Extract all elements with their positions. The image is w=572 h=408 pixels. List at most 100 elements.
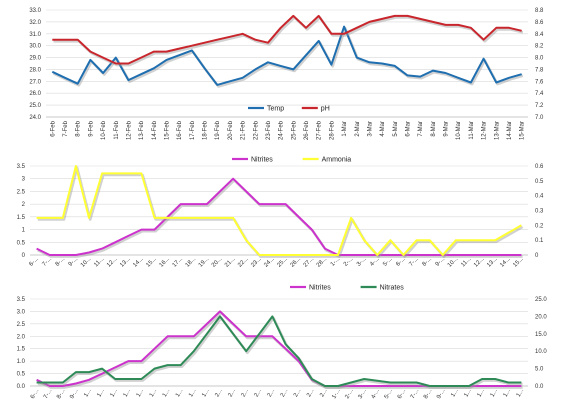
x-tick-label: 1...	[201, 388, 211, 399]
x-tick-label: 18...	[185, 256, 198, 269]
x-tick-label: 2...	[214, 388, 224, 399]
x-tick-label: 4-...	[371, 388, 382, 400]
y-right-tick-label: 0.5	[535, 179, 544, 185]
x-tick-label: 10...	[80, 256, 93, 269]
x-tick-label: 17...	[172, 256, 185, 269]
x-tick-label: 1...	[503, 388, 513, 399]
series-temp	[51, 25, 524, 88]
x-tick-label: 14...	[132, 256, 145, 269]
x-tick-label: 27-Feb	[317, 120, 323, 140]
y-left-tick-label: 2	[22, 202, 26, 208]
x-tick-label: 2-...	[344, 388, 355, 400]
chart-svg-2: 0 0.5 1 1.5 2 2.5 3 3.5 0 0.1 0.2 0.3 0.4 0.5 0.6 6-...…	[17, 157, 544, 269]
x-tick-labels: 6-... 7-... 8-... 9-... 1... 1... 1... 1... 1...…	[30, 388, 525, 400]
y-left-tick-label: 29.0	[29, 56, 41, 62]
x-tick-label: 8-...	[423, 388, 434, 400]
x-tick-label: 2...	[227, 388, 237, 399]
x-tick-label: 3-...	[356, 256, 368, 268]
x-tick-label: 5-...	[382, 256, 394, 268]
y-right-tick-label: 0	[535, 253, 539, 259]
x-tick-label: 23-Feb	[266, 120, 272, 140]
y-right-tick-label: 7.6	[535, 79, 544, 85]
y-right-tick-label: 0.3	[535, 209, 544, 215]
x-tick-label: 1...	[110, 388, 120, 399]
x-tick-label: 6-...	[395, 256, 407, 268]
x-tick-label: 2...	[254, 388, 264, 399]
x-tick-label: 22-Feb	[253, 120, 259, 140]
y-left-tick-labels: 24.0 25.0 26.0 27.0 28.0 29.0 30.0 31.0 32.0 33.0	[29, 8, 41, 121]
y-right-tick-label: 0.4	[535, 194, 544, 200]
y-right-tick-label: 0.1	[535, 238, 544, 244]
series-line	[36, 177, 522, 256]
y-right-tick-label: 7.2	[535, 103, 544, 109]
x-tick-label: 16-Feb	[177, 120, 183, 140]
x-tick-label: 7-Feb	[63, 120, 69, 136]
y-right-tick-label: 25.0	[535, 297, 547, 303]
y-right-tick-label: 8.8	[535, 8, 544, 14]
x-tick-label: 4-Mar	[380, 121, 386, 137]
x-tick-label: 7-...	[43, 388, 54, 400]
series-line	[36, 315, 522, 387]
series-shadow	[52, 26, 524, 88]
x-tick-label: 12-Feb	[126, 120, 132, 140]
x-tick-label: 17-Feb	[190, 120, 196, 140]
y-left-tick-label: 25.0	[29, 103, 41, 109]
x-tick-label: 25-Feb	[291, 120, 297, 140]
legend-label: pH	[321, 106, 330, 113]
x-tick-label: 1-...	[331, 388, 342, 400]
y-left-tick-label: 1.5	[17, 347, 26, 353]
legend-label: Nitrites	[309, 285, 331, 292]
y-left-tick-label: 1	[22, 228, 26, 234]
x-tick-label: 2...	[319, 388, 329, 399]
x-tick-label: 8-...	[56, 388, 67, 400]
x-tick-label: 1...	[175, 388, 185, 399]
y-right-tick-labels: 7.0 7.2 7.4 7.6 7.8 8.0 8.2 8.4 8.6 8.8	[535, 8, 544, 121]
x-tick-label: 1...	[162, 388, 172, 399]
x-tick-label: 8-Mar	[431, 121, 437, 137]
chart-panel-2: 0 0.5 1 1.5 2 2.5 3 3.5 0 0.1 0.2 0.3 0.4 0.5 0.6 6-...…	[0, 145, 572, 273]
x-tick-label: 1...	[476, 388, 486, 399]
series-nitrites	[36, 177, 523, 258]
x-tick-label: 9-...	[435, 256, 447, 268]
x-tick-label: 28-Feb	[329, 120, 335, 140]
x-tick-label: 10-Feb	[101, 120, 107, 140]
y-right-tick-label: 8.6	[535, 20, 544, 26]
x-tick-label: 3-Mar	[367, 121, 373, 137]
x-tick-label: 26-Feb	[304, 120, 310, 140]
x-tick-label: 2-...	[343, 256, 355, 268]
x-tick-label: 20...	[211, 256, 224, 269]
series-shadow	[37, 316, 523, 389]
y-right-tick-label: 0.6	[535, 164, 544, 170]
y-right-tick-label: 8.0	[535, 56, 544, 62]
series-ph	[52, 14, 524, 67]
x-tick-label: 1...	[149, 388, 159, 399]
series-ammonia	[36, 165, 524, 258]
y-left-tick-label: 3.0	[17, 309, 26, 315]
x-tick-label: 19-Feb	[215, 120, 221, 140]
y-right-tick-label: 8.2	[535, 44, 544, 50]
x-tick-label: 18-Feb	[203, 120, 209, 140]
x-tick-label: 1...	[96, 388, 106, 399]
x-tick-label: 21...	[224, 256, 237, 269]
x-tick-label: 2...	[306, 388, 316, 399]
y-right-tick-label: 8.4	[535, 32, 544, 38]
y-right-tick-label: 7.4	[535, 91, 544, 97]
x-tick-label: 24-Feb	[279, 120, 285, 140]
y-right-tick-label: 7.0	[535, 115, 544, 121]
x-tick-label: 13-Mar	[494, 121, 500, 140]
x-tick-label: 7-...	[408, 256, 420, 268]
y-left-tick-labels: 0 0.5 1 1.5 2 2.5 3 3.5	[17, 164, 26, 259]
legend-label: Temp	[267, 106, 284, 113]
x-tick-label: 1...	[136, 388, 146, 399]
x-tick-label: 1...	[450, 388, 460, 399]
y-left-tick-label: 24.0	[29, 115, 41, 121]
y-right-tick-label: 7.8	[535, 67, 544, 73]
y-left-tick-label: 0	[22, 253, 26, 259]
y-left-tick-label: 0.5	[17, 240, 26, 246]
y-left-tick-label: 3.5	[17, 297, 26, 303]
x-tick-label: 16...	[159, 256, 172, 269]
x-tick-label: 13...	[119, 256, 132, 269]
legend-label: Nitrites	[251, 157, 273, 164]
y-left-tick-label: 30.0	[29, 44, 41, 50]
x-tick-label: 1...	[123, 388, 133, 399]
